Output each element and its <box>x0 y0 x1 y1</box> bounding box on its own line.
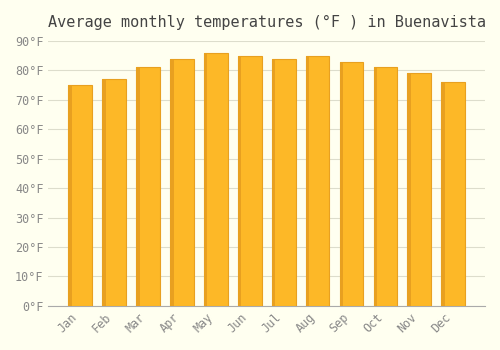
Bar <box>408 73 431 306</box>
Bar <box>136 68 160 306</box>
Bar <box>374 68 377 306</box>
Bar <box>204 53 208 306</box>
Bar <box>272 58 295 306</box>
Bar <box>442 82 465 306</box>
Bar <box>102 79 106 306</box>
Bar <box>340 62 363 306</box>
Bar <box>136 68 140 306</box>
Bar <box>340 62 343 306</box>
Bar <box>442 82 445 306</box>
Bar <box>68 85 92 306</box>
Bar <box>238 56 242 306</box>
Bar <box>374 68 398 306</box>
Bar <box>170 58 173 306</box>
Bar <box>272 58 276 306</box>
Bar <box>102 79 126 306</box>
Title: Average monthly temperatures (°F ) in Buenavista: Average monthly temperatures (°F ) in Bu… <box>48 15 486 30</box>
Bar <box>204 53 228 306</box>
Bar <box>68 85 72 306</box>
Bar <box>170 58 194 306</box>
Bar <box>306 56 330 306</box>
Bar <box>238 56 262 306</box>
Bar <box>408 73 411 306</box>
Bar <box>306 56 310 306</box>
